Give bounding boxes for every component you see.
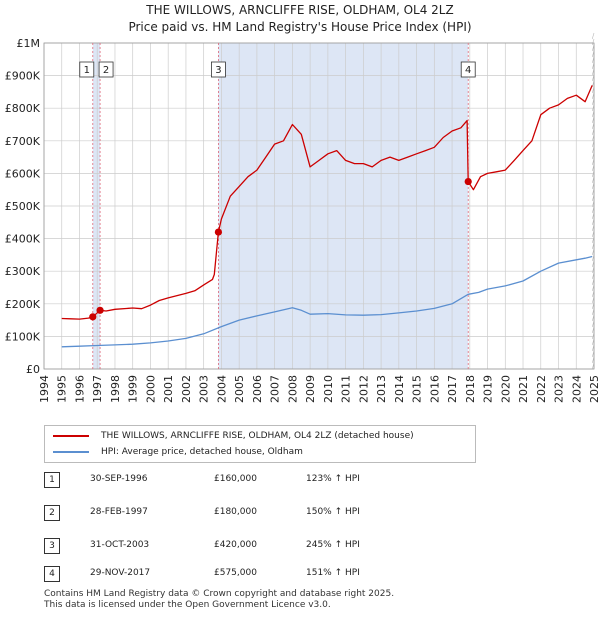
y-tick-label: £0	[26, 363, 40, 376]
transaction-label: 2	[103, 65, 109, 76]
x-tick-label: 2006	[251, 375, 264, 403]
x-tick-label: 2011	[340, 375, 353, 403]
transaction-hpi: 245% ↑ HPI	[306, 540, 360, 550]
transaction-badge: 2	[44, 505, 60, 521]
hpi-line	[61, 255, 593, 348]
footer-attribution: Contains HM Land Registry data © Crown c…	[44, 589, 394, 611]
transaction-label-box	[211, 61, 226, 78]
y-tick-label: £800K	[5, 102, 41, 115]
transaction-row: 4 29-NOV-2017 £575,000 151% ↑ HPI	[44, 566, 464, 582]
x-tick-label: 1995	[56, 375, 69, 403]
transaction-price: £420,000	[214, 540, 257, 550]
transaction-hpi: 123% ↑ HPI	[306, 474, 360, 484]
legend-label-hpi: HPI: Average price, detached house, Oldh…	[101, 447, 303, 457]
plot-frame	[43, 42, 595, 370]
transaction-point	[96, 306, 104, 314]
x-tick-label: 2002	[180, 375, 193, 403]
y-tick-label: £400K	[5, 233, 41, 246]
transaction-price: £160,000	[214, 474, 257, 484]
transaction-row: 2 28-FEB-1997 £180,000 150% ↑ HPI	[44, 505, 464, 521]
x-tick-label: 2020	[499, 375, 512, 403]
legend-swatch-property	[53, 435, 89, 437]
transaction-badge: 1	[44, 472, 60, 488]
x-tick-label: 2005	[233, 375, 246, 403]
footer-line-1: Contains HM Land Registry data © Crown c…	[44, 589, 395, 599]
x-tick-label: 1996	[73, 375, 86, 403]
transaction-hpi: 151% ↑ HPI	[306, 568, 360, 578]
x-tick-label: 2022	[535, 375, 548, 403]
transaction-date: 29-NOV-2017	[90, 568, 151, 578]
x-tick-label: 2004	[215, 375, 228, 403]
legend-item-hpi: HPI: Average price, detached house, Oldh…	[53, 445, 303, 459]
future-hatch	[591, 38, 595, 46]
transaction-label: 3	[215, 65, 221, 76]
x-tick-label: 2016	[428, 375, 441, 403]
chart-title: THE WILLOWS, ARNCLIFFE RISE, OLDHAM, OL4…	[146, 3, 454, 17]
transaction-point	[214, 228, 223, 236]
transaction-row: 1 30-SEP-1996 £160,000 123% ↑ HPI	[44, 472, 464, 488]
legend: THE WILLOWS, ARNCLIFFE RISE, OLDHAM, OL4…	[44, 425, 476, 463]
transaction-date: 30-SEP-1996	[90, 474, 148, 484]
x-tick-label: 1998	[109, 375, 122, 403]
x-tick-label: 1997	[91, 375, 104, 403]
x-tick-label: 2001	[162, 375, 175, 403]
transaction-point	[464, 177, 472, 186]
x-tick-label: 2013	[375, 375, 388, 403]
x-tick-label: 1994	[38, 375, 51, 403]
legend-item-property: THE WILLOWS, ARNCLIFFE RISE, OLDHAM, OL4…	[53, 429, 414, 443]
transaction-label: 1	[84, 65, 90, 76]
x-tick-label: 2009	[304, 375, 317, 403]
x-tick-label: 2012	[357, 375, 370, 403]
y-tick-label: £700K	[5, 135, 41, 148]
y-tick-label: £100K	[5, 330, 41, 343]
transaction-price: £575,000	[214, 568, 257, 578]
transaction-row: 3 31-OCT-2003 £420,000 245% ↑ HPI	[44, 538, 464, 554]
price-chart: £0 £100K £200K £300K £400K £500K £600K £700K £80…	[5, 32, 600, 403]
x-tick-label: 2010	[322, 375, 335, 403]
x-tick-label: 2021	[517, 375, 530, 403]
transaction-badge: 4	[44, 566, 60, 582]
transaction-label-box	[98, 61, 114, 78]
legend-swatch-hpi	[53, 451, 89, 453]
y-tick-label: £500K	[5, 200, 41, 213]
transaction-date: 28-FEB-1997	[90, 507, 148, 517]
transaction-label-box	[79, 61, 95, 78]
y-tick-label: £300K	[5, 265, 41, 278]
y-tick-label: £200K	[5, 298, 41, 311]
transaction-badge: 3	[44, 538, 60, 554]
y-tick-label: £1M	[17, 37, 41, 50]
x-tick-label: 2000	[144, 375, 157, 403]
legend-label-property: THE WILLOWS, ARNCLIFFE RISE, OLDHAM, OL4…	[101, 431, 414, 441]
x-tick-label: 2008	[286, 375, 299, 403]
x-tick-label: 2003	[198, 375, 211, 403]
chart-subtitle: Price paid vs. HM Land Registry's House …	[128, 20, 472, 34]
x-tick-label: 2015	[411, 375, 424, 403]
x-tick-label: 2023	[553, 375, 566, 403]
x-tick-label: 2019	[482, 375, 495, 403]
y-tick-label: £600K	[5, 167, 41, 180]
x-tick-label: 2025	[588, 375, 600, 403]
transaction-label: 4	[465, 65, 471, 76]
x-tick-label: 2007	[269, 375, 282, 403]
transaction-hpi: 150% ↑ HPI	[306, 507, 360, 517]
future-hatch	[591, 32, 595, 40]
property-price-line	[61, 85, 593, 320]
transaction-point	[89, 313, 97, 321]
transaction-date: 31-OCT-2003	[90, 540, 150, 550]
y-tick-label: £900K	[5, 70, 41, 83]
transaction-label-box	[460, 61, 476, 78]
x-tick-label: 2018	[464, 375, 477, 403]
x-tick-label: 2024	[570, 375, 583, 403]
x-tick-label: 2014	[393, 375, 406, 403]
x-tick-label: 1999	[127, 375, 140, 403]
transaction-price: £180,000	[214, 507, 257, 517]
footer-line-2: This data is licensed under the Open Gov…	[44, 600, 331, 610]
x-tick-label: 2017	[446, 375, 459, 403]
